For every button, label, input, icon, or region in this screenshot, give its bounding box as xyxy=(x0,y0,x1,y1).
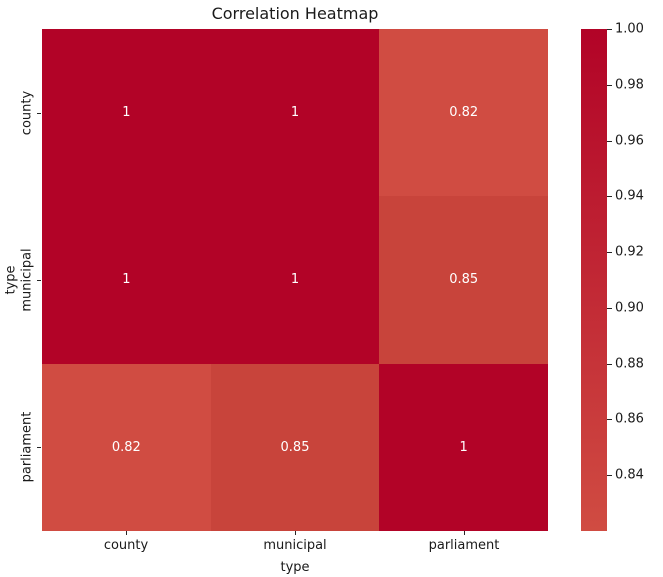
x-tick-label-parliament: parliament xyxy=(428,538,500,553)
y-tick-mark xyxy=(37,280,41,281)
x-tick-label-county: county xyxy=(103,538,149,553)
colorbar-tick-label: 0.96 xyxy=(615,133,644,149)
heatmap-cell-value: 1 xyxy=(459,439,468,455)
heatmap-cell: 1 xyxy=(42,196,211,364)
colorbar-tick-label: 0.90 xyxy=(615,300,644,316)
colorbar xyxy=(581,29,607,531)
y-tick-label-parliament: parliament xyxy=(19,411,35,483)
heatmap-cell-value: 1 xyxy=(122,272,131,288)
x-tick-label-municipal: municipal xyxy=(263,538,327,553)
heatmap-cell: 0.85 xyxy=(210,363,380,531)
heatmap-cell: 1 xyxy=(42,29,211,197)
colorbar-tick-label: 0.84 xyxy=(615,467,644,483)
y-tick-label-county: county xyxy=(19,90,35,136)
colorbar-tick-label: 0.92 xyxy=(615,244,644,260)
x-tick-mark xyxy=(464,531,465,535)
colorbar-tick-label: 1.00 xyxy=(615,21,644,37)
colorbar-tick-mark xyxy=(607,140,612,142)
heatmap-cell-value: 0.85 xyxy=(449,272,479,288)
y-tick-mark xyxy=(37,113,41,114)
y-tick-label-municipal: municipal xyxy=(19,248,35,312)
colorbar-tick-mark xyxy=(607,29,612,30)
x-tick-mark xyxy=(295,531,296,535)
colorbar-tick-mark xyxy=(607,252,612,254)
colorbar-tick-mark xyxy=(607,475,612,477)
chart-title: Correlation Heatmap xyxy=(211,4,379,23)
y-axis-label: type xyxy=(3,265,19,295)
heatmap-cell: 1 xyxy=(210,29,380,197)
heatmap-cell: 1 xyxy=(210,196,380,364)
colorbar-tick-mark xyxy=(607,307,612,309)
x-tick-mark xyxy=(126,531,127,535)
colorbar-tick-mark xyxy=(607,196,612,198)
heatmap-cell-value: 0.82 xyxy=(111,439,141,455)
colorbar-tick-label: 0.88 xyxy=(615,356,644,372)
y-tick-mark xyxy=(37,447,41,448)
x-axis-label: type xyxy=(280,560,310,575)
colorbar-tick-label: 0.86 xyxy=(615,411,644,427)
heatmap-grid: 1 1 0.82 1 1 0.85 0.82 0.85 1 xyxy=(42,29,548,531)
heatmap-cell-value: 1 xyxy=(290,105,300,121)
heatmap-cell: 0.82 xyxy=(42,363,211,531)
heatmap-cell-value: 1 xyxy=(290,272,300,288)
heatmap-cell: 0.82 xyxy=(379,29,548,197)
colorbar-tick-mark xyxy=(607,363,612,365)
heatmap-cell: 0.85 xyxy=(379,196,548,364)
colorbar-tick-mark xyxy=(607,84,612,86)
colorbar-tick-mark xyxy=(607,419,612,421)
heatmap-cell-value: 0.82 xyxy=(449,105,479,121)
heatmap-cell-value: 0.85 xyxy=(280,439,310,455)
heatmap-cell-value: 1 xyxy=(122,105,131,121)
colorbar-tick-label: 0.94 xyxy=(615,188,644,204)
colorbar-tick-label: 0.98 xyxy=(615,77,644,93)
heatmap-cell: 1 xyxy=(379,363,548,531)
